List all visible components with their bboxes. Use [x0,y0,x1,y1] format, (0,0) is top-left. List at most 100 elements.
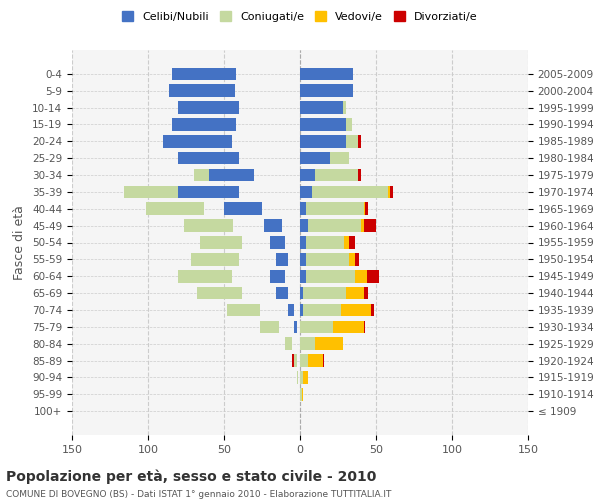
Bar [178,270,232,282]
Bar [263,220,282,232]
Bar [294,354,297,367]
Bar [300,304,303,316]
Bar [229,270,230,282]
Bar [288,304,294,316]
Bar [300,186,312,198]
Bar [303,287,346,300]
Bar [200,202,201,215]
Bar [315,338,343,350]
Bar [300,118,346,131]
Bar [341,304,371,316]
Bar [285,338,292,350]
Bar [300,320,334,333]
Bar [269,320,274,333]
Bar [346,118,352,131]
Bar [306,202,364,215]
Bar [308,220,361,232]
Bar [200,236,242,249]
Bar [300,236,306,249]
Text: COMUNE DI BOVEGNO (BS) - Dati ISTAT 1° gennaio 2010 - Elaborazione TUTTITALIA.IT: COMUNE DI BOVEGNO (BS) - Dati ISTAT 1° g… [6,490,391,499]
Bar [344,236,349,249]
Bar [271,320,272,333]
Bar [364,202,365,215]
Bar [300,287,303,300]
Bar [346,287,364,300]
Bar [323,354,325,367]
Bar [275,287,288,300]
Bar [300,371,303,384]
Legend: Celibi/Nubili, Coniugati/e, Vedovi/e, Divorziati/e: Celibi/Nubili, Coniugati/e, Vedovi/e, Di… [117,6,483,28]
Bar [358,168,361,181]
Bar [355,270,367,282]
Bar [303,371,308,384]
Bar [178,152,239,164]
Bar [388,186,389,198]
Bar [194,168,224,181]
Bar [169,84,235,97]
Bar [300,388,302,400]
Bar [172,118,236,131]
Bar [269,236,285,249]
Bar [184,220,233,232]
Bar [209,220,221,232]
Bar [275,253,288,266]
Bar [389,186,393,198]
Bar [229,236,235,249]
Bar [315,168,358,181]
Bar [349,236,355,249]
Bar [300,354,308,367]
Bar [178,101,239,114]
Bar [292,354,294,367]
Bar [124,186,181,198]
Bar [209,152,224,164]
Bar [300,168,315,181]
Bar [178,186,239,198]
Bar [300,270,306,282]
Bar [215,270,223,282]
Bar [364,220,376,232]
Bar [251,304,256,316]
Bar [343,101,346,114]
Bar [355,253,359,266]
Bar [300,253,306,266]
Bar [334,320,364,333]
Bar [300,220,308,232]
Bar [217,135,224,147]
Bar [297,371,298,384]
Bar [346,135,358,147]
Bar [331,152,349,164]
Bar [300,68,353,80]
Bar [230,118,233,131]
Bar [146,202,204,215]
Bar [260,320,279,333]
Bar [312,186,388,198]
Bar [306,236,344,249]
Bar [201,202,203,215]
Bar [361,220,364,232]
Bar [227,304,260,316]
Bar [224,202,262,215]
Bar [294,320,297,333]
Bar [371,304,374,316]
Bar [269,270,285,282]
Bar [364,320,365,333]
Bar [178,186,180,198]
Bar [365,202,368,215]
Bar [300,202,306,215]
Bar [300,101,343,114]
Bar [250,304,253,316]
Bar [302,388,303,400]
Bar [308,354,323,367]
Bar [303,304,341,316]
Y-axis label: Anni di nascita: Anni di nascita [598,196,600,289]
Bar [300,338,315,350]
Bar [367,270,379,282]
Text: Popolazione per età, sesso e stato civile - 2010: Popolazione per età, sesso e stato civil… [6,470,376,484]
Bar [239,236,241,249]
Bar [306,270,355,282]
Bar [300,152,331,164]
Bar [172,68,236,80]
Bar [230,287,235,300]
Bar [294,354,295,367]
Bar [191,253,239,266]
